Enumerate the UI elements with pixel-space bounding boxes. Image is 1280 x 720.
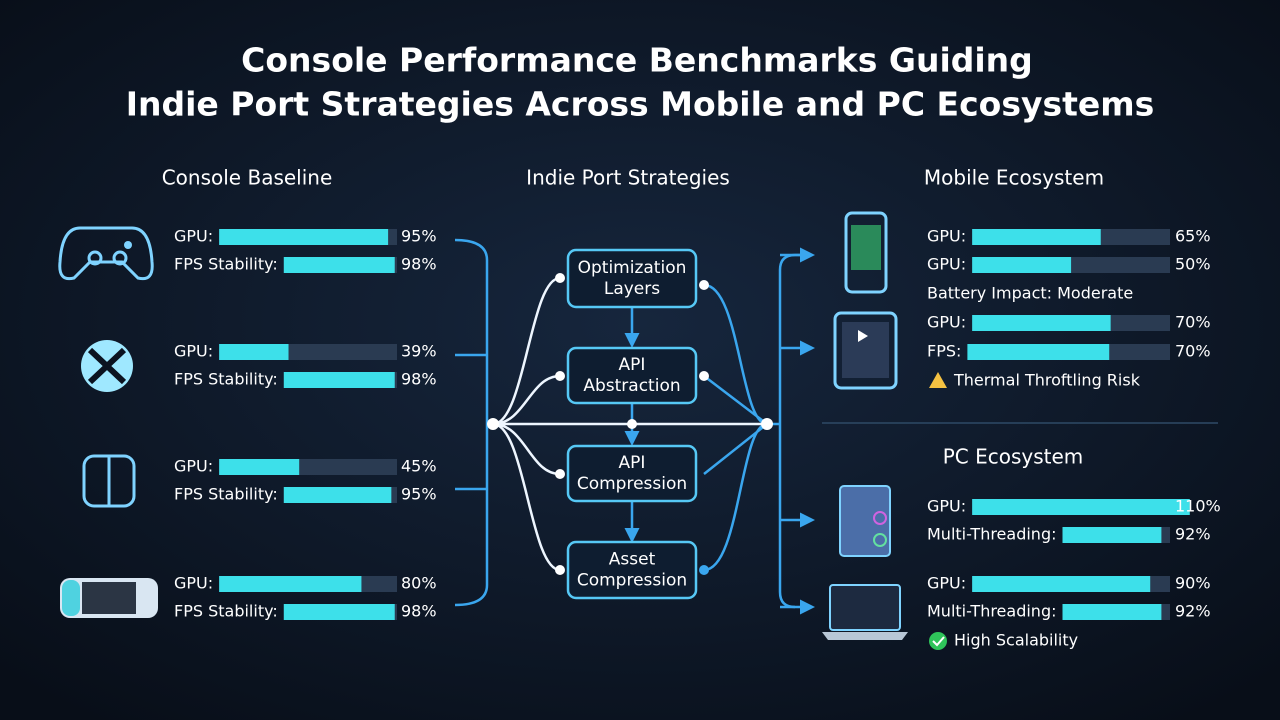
bar [283,257,395,273]
metric-value: 110% [1175,497,1221,516]
strategy-text: Layers [604,279,660,299]
icons [58,211,947,650]
metric-value: 90% [1175,574,1211,593]
metric-value: 92% [1175,602,1211,621]
metric-label: FPS Stability: [174,370,278,389]
metric-label: GPU: [927,313,966,332]
metric-value: 65% [1175,227,1211,246]
metric-value: 95% [401,227,437,246]
metric-value: 98% [401,370,437,389]
strategy-text: API [619,453,646,473]
metric-label: FPS Stability: [174,255,278,274]
metric-value: 95% [401,485,437,504]
metric-label: GPU: [927,255,966,274]
metric-label: FPS: [927,342,961,361]
strategy-text: Compression [577,474,687,494]
metric-value: 50% [1175,255,1211,274]
strategy-box [566,444,698,503]
title-line: Console Performance Benchmarks Guiding [241,41,1033,80]
bar [972,229,1101,245]
bar [972,576,1151,592]
metric-value: 70% [1175,342,1211,361]
metric-value: 80% [401,574,437,593]
metric-value: 98% [401,602,437,621]
metric-value: 98% [401,255,437,274]
strategy-text: Compression [577,571,687,591]
bar [283,604,395,620]
metric-label: GPU: [927,574,966,593]
metric-label: FPS Stability: [174,602,278,621]
bar [972,499,1190,515]
bar [219,576,362,592]
strategy-text: API [619,355,646,375]
bar [283,487,392,503]
bar [1062,604,1162,620]
bar [219,344,289,360]
metric-value: 45% [401,457,437,476]
bar [967,344,1110,360]
strategy-text: Optimization [578,258,687,278]
title-line: Indie Port Strategies Across Mobile and … [126,85,1155,124]
metric-label: Multi-Threading: [927,525,1057,544]
connectors [454,238,815,615]
metric-label: Multi-Threading: [927,602,1057,621]
metric-label: GPU: [174,227,213,246]
metric-label: GPU: [174,457,213,476]
strategy-box [566,248,698,309]
metric-value: 70% [1175,313,1211,332]
section-heading: Mobile Ecosystem [924,166,1104,190]
metric-value: 92% [1175,525,1211,544]
bar [972,257,1072,273]
section-heading: Console Baseline [162,166,333,190]
metric-label: GPU: [927,227,966,246]
section-heading: PC Ecosystem [943,445,1084,469]
strategy-box [566,346,698,405]
note: Battery Impact: Moderate [927,284,1133,303]
metric-label: GPU: [927,497,966,516]
metric-value: 39% [401,342,437,361]
strategy-box [566,540,698,600]
metric-label: GPU: [174,574,213,593]
bar [219,459,300,475]
bar [972,315,1111,331]
metric-label: GPU: [174,342,213,361]
note: High Scalability [954,631,1078,650]
note: Thermal Throftling Risk [953,371,1141,390]
bar [1062,527,1162,543]
strategy-text: Asset [609,550,656,570]
section-heading: Indie Port Strategies [526,166,730,190]
strategy-text: Abstraction [583,376,680,396]
bar [283,372,395,388]
metric-label: FPS Stability: [174,485,278,504]
bar [219,229,389,245]
